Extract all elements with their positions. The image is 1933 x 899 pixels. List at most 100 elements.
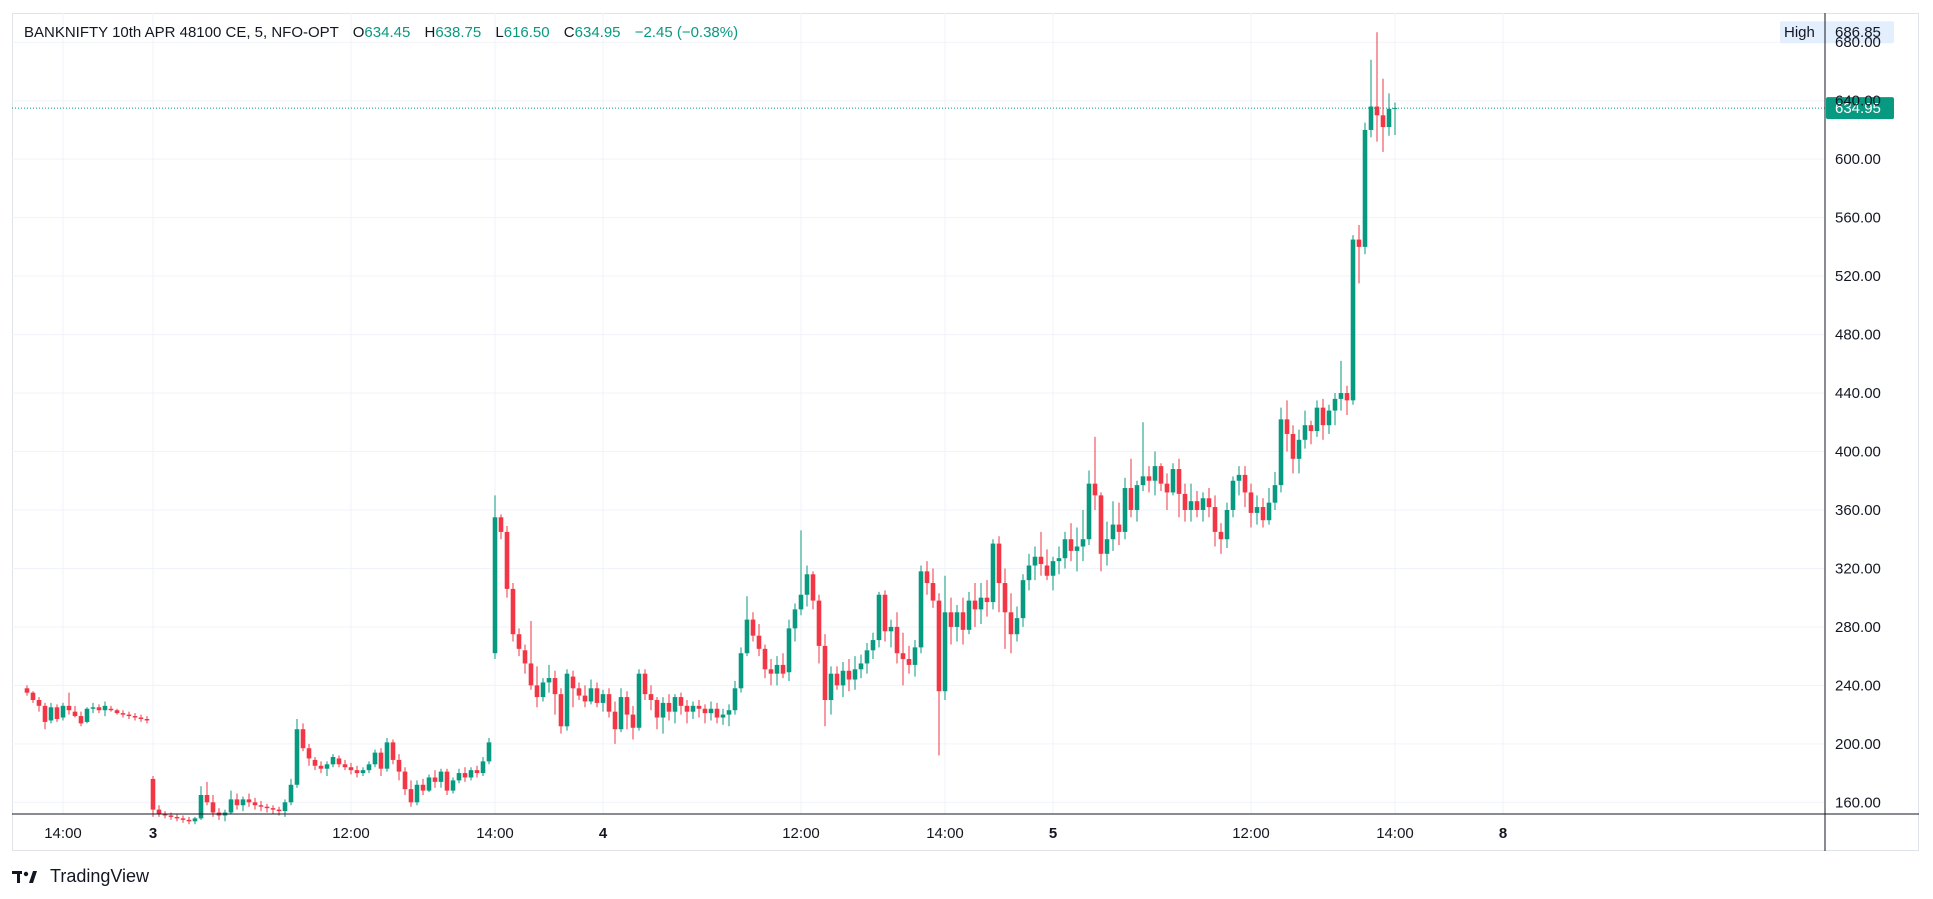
- candle-body: [462, 773, 468, 778]
- candle-body: [624, 697, 630, 715]
- candle: [624, 691, 630, 730]
- candle-body: [570, 676, 576, 689]
- candle-body: [648, 694, 654, 700]
- candle: [1152, 451, 1158, 496]
- candle-body: [498, 517, 504, 532]
- candle-body: [534, 685, 540, 698]
- candle-body: [390, 742, 396, 760]
- candle: [588, 679, 594, 705]
- candle: [912, 640, 918, 677]
- candle-body: [1050, 561, 1056, 576]
- candle-body: [354, 770, 360, 774]
- candle-body: [936, 600, 942, 692]
- candle: [372, 749, 378, 768]
- candle-body: [378, 752, 384, 769]
- candle-body: [1290, 433, 1296, 459]
- y-tick-label: 640.00: [1835, 93, 1881, 110]
- candle-body: [780, 664, 786, 674]
- candle-body: [108, 708, 114, 711]
- candle-body: [594, 688, 600, 703]
- candle: [738, 647, 744, 693]
- candle: [1380, 78, 1386, 152]
- candle: [348, 762, 354, 775]
- candle-body: [996, 543, 1002, 584]
- candle-body: [480, 761, 486, 774]
- candle-body: [60, 705, 66, 718]
- candle-body: [816, 600, 822, 646]
- candle-body: [882, 594, 888, 632]
- x-tick-label: 12:00: [332, 825, 370, 842]
- candle: [582, 685, 588, 708]
- candle-body: [396, 759, 402, 772]
- candle-body: [204, 794, 210, 803]
- candle: [474, 765, 480, 778]
- candle-body: [1092, 483, 1098, 496]
- candle: [1068, 523, 1074, 562]
- candle: [120, 710, 126, 718]
- candle: [156, 805, 162, 817]
- candle-body: [450, 780, 456, 791]
- candle: [930, 568, 936, 608]
- y-tick-label: 240.00: [1835, 677, 1881, 694]
- candle-body: [672, 697, 678, 712]
- candle-body: [1362, 129, 1368, 247]
- candle: [408, 780, 414, 807]
- candle: [462, 767, 468, 782]
- candle: [210, 794, 216, 817]
- candle: [186, 816, 192, 825]
- candle: [1134, 480, 1140, 522]
- tradingview-logo[interactable]: TradingView: [12, 866, 149, 887]
- candle-body: [858, 663, 864, 670]
- candle-body: [192, 818, 198, 822]
- candle-body: [894, 626, 900, 654]
- candle-body: [306, 748, 312, 759]
- candle-body: [744, 619, 750, 654]
- high-badge: [1780, 21, 1894, 44]
- tradingview-logo-text: TradingView: [50, 866, 150, 886]
- candle-body: [930, 583, 936, 601]
- candle-body: [210, 802, 216, 813]
- candle-body: [1260, 507, 1266, 521]
- candle: [1044, 549, 1050, 581]
- last-price-label: 634.95: [1835, 100, 1881, 117]
- high-badge-value: 686.85: [1835, 24, 1881, 41]
- candle: [606, 688, 612, 718]
- candle: [810, 571, 816, 610]
- candle: [684, 699, 690, 724]
- open-value: 634.45: [364, 24, 411, 41]
- candle-body: [768, 669, 774, 674]
- candle-body: [1098, 495, 1104, 554]
- chart-frame[interactable]: [12, 13, 1919, 851]
- high-badge-label: High: [1784, 24, 1815, 41]
- y-tick-label: 600.00: [1835, 151, 1881, 168]
- candle-body: [1140, 476, 1146, 486]
- candle-body: [960, 612, 966, 630]
- candle: [546, 664, 552, 693]
- x-tick-label: 14:00: [926, 825, 964, 842]
- candle-body: [1182, 493, 1188, 510]
- candle-body: [1068, 539, 1074, 551]
- candle-body: [1020, 580, 1026, 619]
- candle: [1302, 410, 1308, 449]
- candle: [342, 759, 348, 771]
- candle-body: [966, 600, 972, 630]
- candle-body: [150, 778, 156, 810]
- candle-body: [1296, 439, 1302, 459]
- candle-body: [690, 705, 696, 712]
- candle-body: [762, 648, 768, 670]
- candle: [24, 685, 30, 696]
- candle-body: [714, 708, 720, 718]
- candle-body: [1374, 106, 1380, 116]
- candle: [1062, 531, 1068, 569]
- candle: [426, 774, 432, 793]
- candle-body: [1038, 556, 1044, 565]
- candle: [246, 793, 252, 807]
- symbol-name[interactable]: BANKNIFTY 10th APR 48100 CE, 5, NFO-OPT: [24, 24, 339, 41]
- candle-body: [1128, 488, 1134, 510]
- candle: [336, 755, 342, 768]
- candle: [786, 619, 792, 681]
- candle: [1386, 93, 1392, 136]
- candle-body: [1206, 498, 1212, 508]
- candle-body: [1278, 419, 1284, 486]
